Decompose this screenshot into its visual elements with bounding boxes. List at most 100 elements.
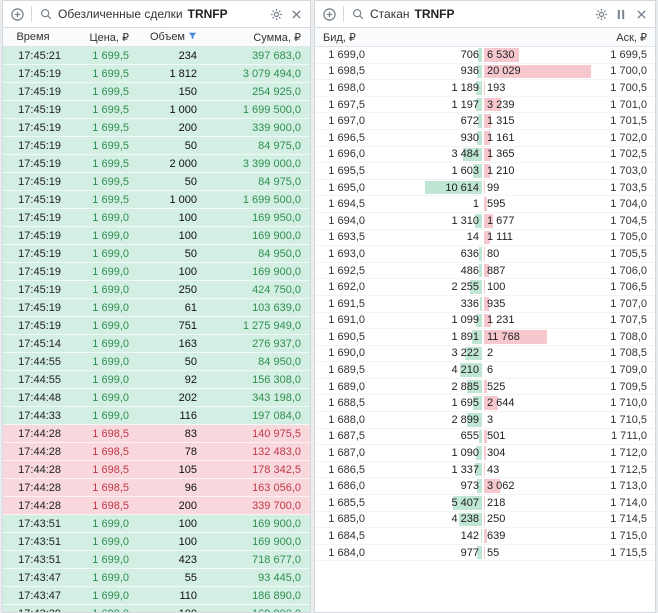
- book-row[interactable]: 1 698,5 936 20 029 1 700,0: [315, 64, 655, 81]
- book-row[interactable]: 1 686,5 1 337 43 1 712,5: [315, 462, 655, 479]
- column-sum[interactable]: Сумма, ₽: [253, 31, 301, 44]
- book-row[interactable]: 1 698,0 1 189 193 1 700,5: [315, 80, 655, 97]
- trade-row[interactable]: 17:43:51 1 699,0 100 169 900,0: [3, 515, 310, 533]
- gear-icon[interactable]: [268, 6, 284, 22]
- plus-circle-icon[interactable]: [9, 6, 25, 22]
- trade-row[interactable]: 17:45:19 1 699,5 2 000 3 399 000,0: [3, 155, 310, 173]
- trade-row[interactable]: 17:45:19 1 699,0 250 424 750,0: [3, 281, 310, 299]
- book-row[interactable]: 1 693,5 14 1 111 1 705,0: [315, 230, 655, 247]
- ask-price[interactable]: 1 706,0: [610, 264, 647, 277]
- bid-price[interactable]: 1 696,0: [328, 148, 365, 161]
- column-time[interactable]: Время: [16, 31, 50, 43]
- bid-price[interactable]: 1 693,5: [328, 231, 365, 244]
- ask-price[interactable]: 1 702,0: [610, 131, 647, 144]
- ask-price[interactable]: 1 701,0: [610, 98, 647, 111]
- book-row[interactable]: 1 686,0 973 3 062 1 713,0: [315, 478, 655, 496]
- trade-row[interactable]: 17:45:19 1 699,0 100 169 950,0: [3, 209, 310, 227]
- book-ticker[interactable]: TRNFP: [414, 7, 455, 21]
- bid-price[interactable]: 1 695,5: [328, 164, 365, 177]
- trade-row[interactable]: 17:44:55 1 699,0 50 84 950,0: [3, 353, 310, 371]
- ask-price[interactable]: 1 705,0: [610, 231, 647, 244]
- ask-price[interactable]: 1 711,0: [611, 430, 647, 443]
- bid-price[interactable]: 1 692,0: [328, 281, 365, 294]
- bid-price[interactable]: 1 697,0: [328, 115, 365, 128]
- trade-row[interactable]: 17:44:28 1 698,5 78 132 483,0: [3, 443, 310, 461]
- book-row[interactable]: 1 687,0 1 090 304 1 712,0: [315, 445, 655, 462]
- column-volume[interactable]: Объем: [129, 31, 197, 43]
- bid-price[interactable]: 1 698,5: [328, 65, 365, 78]
- bid-price[interactable]: 1 685,0: [328, 513, 365, 526]
- book-row[interactable]: 1 691,5 336 935 1 707,0: [315, 296, 655, 313]
- bid-price[interactable]: 1 689,5: [328, 364, 365, 377]
- bid-price[interactable]: 1 687,5: [328, 430, 365, 443]
- book-row[interactable]: 1 689,5 4 210 6 1 709,0: [315, 362, 655, 379]
- book-row[interactable]: 1 685,0 4 238 250 1 714,5: [315, 512, 655, 529]
- trades-ticker[interactable]: TRNFP: [187, 7, 228, 21]
- book-row[interactable]: 1 687,5 655 501 1 711,0: [315, 429, 655, 446]
- bid-price[interactable]: 1 691,0: [328, 314, 365, 327]
- ask-price[interactable]: 1 703,0: [610, 164, 647, 177]
- search-icon[interactable]: [38, 6, 54, 22]
- bid-price[interactable]: 1 689,0: [328, 380, 365, 393]
- close-icon[interactable]: [633, 6, 649, 22]
- bid-price[interactable]: 1 699,0: [328, 48, 365, 61]
- ask-price[interactable]: 1 710,5: [610, 413, 647, 426]
- trade-row[interactable]: 17:45:19 1 699,5 200 339 900,0: [3, 119, 310, 137]
- book-row[interactable]: 1 685,5 5 407 218 1 714,0: [315, 495, 655, 512]
- trade-row[interactable]: 17:45:19 1 699,5 50 84 975,0: [3, 137, 310, 155]
- ask-price[interactable]: 1 715,5: [610, 546, 647, 559]
- trade-row[interactable]: 17:44:28 1 698,5 83 140 975,5: [3, 425, 310, 443]
- bid-price[interactable]: 1 688,0: [328, 413, 365, 426]
- book-row[interactable]: 1 692,0 2 255 100 1 706,5: [315, 279, 655, 296]
- trade-row[interactable]: 17:45:19 1 699,0 100 169 900,0: [3, 227, 310, 245]
- ask-price[interactable]: 1 700,5: [610, 81, 647, 94]
- bid-price[interactable]: 1 691,5: [328, 297, 365, 310]
- trade-row[interactable]: 17:45:19 1 699,0 100 169 900,0: [3, 263, 310, 281]
- ask-price[interactable]: 1 707,0: [610, 297, 647, 310]
- search-icon[interactable]: [350, 6, 366, 22]
- ask-price[interactable]: 1 700,0: [610, 65, 647, 78]
- ask-price[interactable]: 1 704,0: [610, 198, 647, 211]
- bid-price[interactable]: 1 688,5: [328, 397, 365, 410]
- trade-row[interactable]: 17:43:51 1 699,0 100 169 900,0: [3, 533, 310, 551]
- book-row[interactable]: 1 688,0 2 899 3 1 710,5: [315, 412, 655, 429]
- ask-price[interactable]: 1 702,5: [610, 148, 647, 161]
- book-row[interactable]: 1 684,0 977 55 1 715,5: [315, 545, 655, 562]
- book-row[interactable]: 1 696,0 3 484 1 365 1 702,5: [315, 147, 655, 164]
- bid-price[interactable]: 1 684,5: [328, 530, 365, 543]
- trade-row[interactable]: 17:45:19 1 699,0 61 103 639,0: [3, 299, 310, 317]
- bid-price[interactable]: 1 690,5: [328, 330, 365, 343]
- book-row[interactable]: 1 697,0 672 1 315 1 701,5: [315, 113, 655, 130]
- book-row[interactable]: 1 694,0 1 310 1 677 1 704,5: [315, 213, 655, 230]
- book-row[interactable]: 1 696,5 930 1 161 1 702,0: [315, 130, 655, 147]
- ask-price[interactable]: 1 713,0: [610, 480, 647, 493]
- bid-price[interactable]: 1 686,0: [328, 480, 365, 493]
- ask-price[interactable]: 1 714,5: [610, 513, 647, 526]
- bid-price[interactable]: 1 694,5: [328, 198, 365, 211]
- bid-price[interactable]: 1 687,0: [328, 447, 365, 460]
- ask-price[interactable]: 1 709,5: [610, 380, 647, 393]
- book-row[interactable]: 1 691,0 1 099 1 231 1 707,5: [315, 313, 655, 330]
- book-row[interactable]: 1 693,0 636 80 1 705,5: [315, 246, 655, 263]
- trade-row[interactable]: 17:45:21 1 699,5 234 397 683,0: [3, 47, 310, 65]
- trade-row[interactable]: 17:44:33 1 699,0 116 197 084,0: [3, 407, 310, 425]
- ask-price[interactable]: 1 712,5: [610, 463, 647, 476]
- ask-price[interactable]: 1 708,0: [610, 330, 647, 343]
- ask-price[interactable]: 1 699,5: [610, 48, 647, 61]
- ask-price[interactable]: 1 710,0: [610, 397, 647, 410]
- bid-price[interactable]: 1 692,5: [328, 264, 365, 277]
- book-row[interactable]: 1 689,0 2 885 525 1 709,5: [315, 379, 655, 396]
- trade-row[interactable]: 17:43:47 1 699,0 110 186 890,0: [3, 587, 310, 605]
- trade-row[interactable]: 17:44:28 1 698,5 96 163 056,0: [3, 479, 310, 497]
- trade-row[interactable]: 17:44:48 1 699,0 202 343 198,0: [3, 389, 310, 407]
- ask-price[interactable]: 1 714,0: [610, 496, 647, 509]
- book-row[interactable]: 1 684,5 142 639 1 715,0: [315, 528, 655, 545]
- trade-row[interactable]: 17:43:51 1 699,0 423 718 677,0: [3, 551, 310, 569]
- bid-price[interactable]: 1 693,0: [328, 247, 365, 260]
- trade-row[interactable]: 17:45:19 1 699,5 1 000 1 699 500,0: [3, 101, 310, 119]
- trade-row[interactable]: 17:43:47 1 699,0 55 93 445,0: [3, 569, 310, 587]
- book-row[interactable]: 1 690,5 1 891 11 768 1 708,0: [315, 329, 655, 346]
- trade-row[interactable]: 17:44:55 1 699,0 92 156 308,0: [3, 371, 310, 389]
- ask-price[interactable]: 1 706,5: [610, 281, 647, 294]
